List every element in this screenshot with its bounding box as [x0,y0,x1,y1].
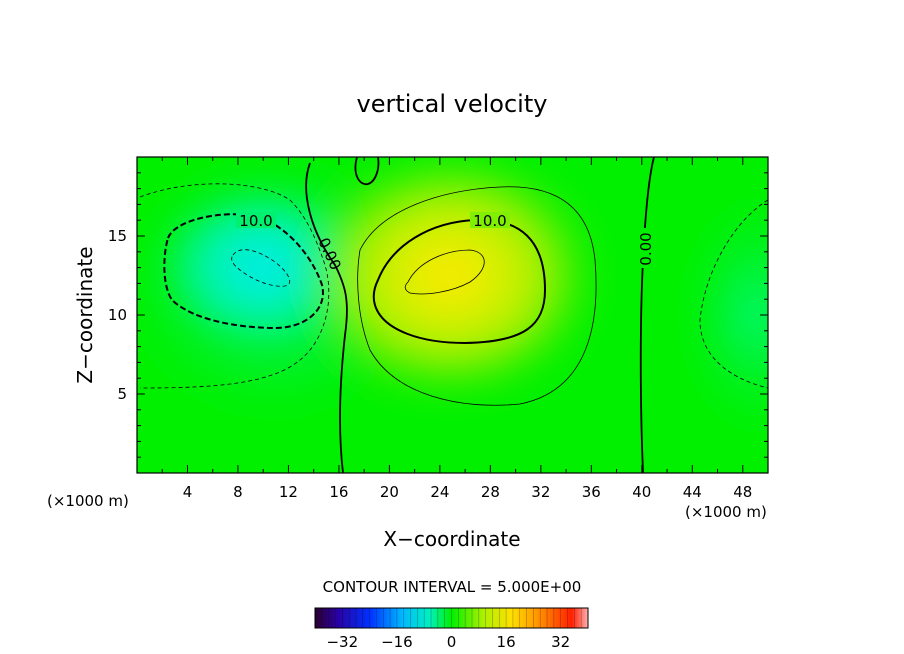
colorbar-frame [314,607,589,629]
x-tick-label: 12 [279,483,298,501]
contour-pos-15 [404,249,485,295]
y-axis-tick-labels: 5 10 15 [108,227,127,403]
colorbar-segments [321,608,582,628]
contour-neg-5 [139,183,330,389]
contour-neg-right [699,199,768,389]
y-axis-label: Z−coordinate [73,246,97,383]
x-tick-label: 48 [733,483,752,501]
contour-label: 10.0 [473,212,506,230]
colorbar-tick-label: 16 [497,633,516,651]
contour-zero-left [305,162,348,473]
colorbar-tick-label: 0 [447,633,457,651]
x-tick-label: 36 [582,483,601,501]
contour-pos-5 [357,186,597,406]
y-tick-label: 15 [108,227,127,245]
x-tick-label: 16 [329,483,348,501]
field-maximum-center [299,157,600,401]
x-tick-label: 20 [380,483,399,501]
colorbar-tick-label: −32 [326,633,358,651]
contour-lines [139,157,768,473]
colorbar: −32 −16 0 16 32 [314,607,589,651]
contour-neg-15 [231,249,291,287]
colorbar-tick-label: −16 [381,633,413,651]
x-tick-label: 40 [632,483,651,501]
x-tick-label: 24 [430,483,449,501]
x-unit-right: (×1000 m) [685,503,767,521]
x-axis-ticks [161,157,744,473]
chart-title: vertical velocity [357,90,548,118]
y-axis-ticks [137,172,768,458]
x-tick-label: 32 [531,483,550,501]
x-tick-label: 44 [683,483,702,501]
y-tick-label: 5 [117,385,127,403]
velocity-field [137,157,768,473]
x-unit-left: (×1000 m) [47,492,129,510]
x-axis-tick-labels: 4 8 12 16 20 24 28 32 36 40 44 48 [183,483,753,501]
colorbar-gradient [315,608,588,628]
contour-zero-right [639,157,655,473]
x-axis-label: X−coordinate [383,527,520,551]
contour-interval-text: CONTOUR INTERVAL = 5.000E+00 [323,578,582,596]
contour-label: 10.0 [239,212,272,230]
x-tick-label: 8 [233,483,243,501]
contour-pos-10 [372,218,547,345]
contour-label: 0.00 [637,232,655,265]
colorbar-tick-label: 32 [551,633,570,651]
contour-zero-top [354,157,380,186]
x-tick-label: 28 [481,483,500,501]
y-tick-label: 10 [108,306,127,324]
field-minimum-right [675,175,768,455]
x-tick-label: 4 [183,483,193,501]
colorbar-tick-labels: −32 −16 0 16 32 [326,633,570,651]
